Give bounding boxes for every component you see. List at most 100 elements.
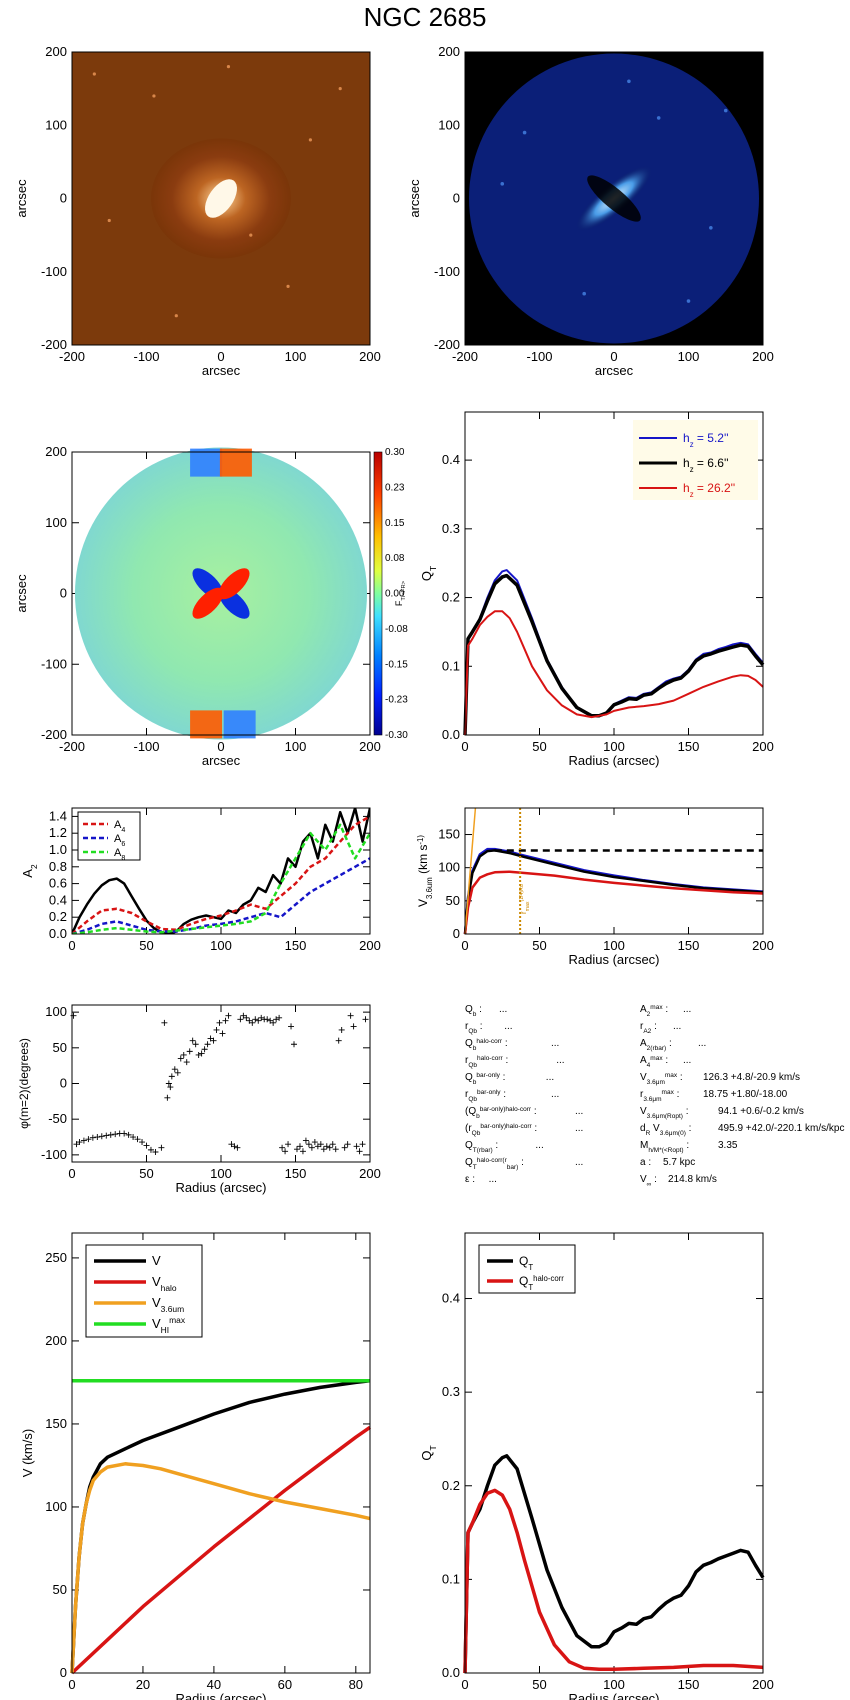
param-value: ... [499,1004,507,1015]
plot-border [71,1232,371,1674]
y-tick-label: 200 [45,444,67,459]
phase-point [143,1142,150,1149]
phase-point [285,1141,292,1148]
series-line [72,808,370,934]
phase-point [174,1069,181,1076]
star-point [723,108,728,113]
phase-point [216,1019,223,1026]
param-value: ... [698,1038,706,1049]
param-value: ... [683,1055,691,1066]
x-tick-label: 40 [207,1677,221,1692]
plot-border [71,1004,371,1163]
x-tick-label: -100 [526,349,552,364]
rise-line [464,807,477,935]
x-tick-label: 150 [285,1166,307,1181]
y-tick-label: 100 [438,117,460,132]
phase-point [192,1041,199,1048]
x-tick-label: 0 [461,739,468,754]
phase-point [338,1026,345,1033]
param-label: dR V3.6μm(0) : [640,1123,691,1137]
x-tick-label: 200 [752,938,774,953]
phase-point [103,1132,110,1139]
phase-point [344,1141,351,1148]
phase-point [249,1019,256,1026]
param-label: QT(rbar) : [465,1140,498,1154]
x-tick-label: 0 [610,349,617,364]
phase-point [335,1037,342,1044]
y-tick-label: 1.2 [49,825,67,840]
param-label: (Qbbar-only)halo-corr : [465,1106,537,1120]
legend-box [633,420,758,500]
series-line [72,857,370,934]
y-axis-label: QT [419,566,438,581]
star-point [338,87,342,91]
x-tick-label: -200 [59,349,85,364]
a2-series [72,808,370,934]
y-tick-label: 50 [446,893,460,908]
phase-point [282,1148,289,1155]
colorbar-tick-label: 0.15 [385,518,405,529]
phase-point [258,1014,265,1021]
legend-label: V3.6um [152,1295,184,1314]
phase-point [201,1046,208,1053]
y-tick-label: 0.1 [442,1571,460,1586]
x-tick-label: 60 [278,1677,292,1692]
param-label: V∞ : [640,1174,657,1188]
edge-patch [219,448,252,477]
colorbar-tick-label: -0.15 [385,659,408,670]
star-point [226,65,231,69]
phase-point [353,1143,360,1150]
x-tick-label: 100 [603,1677,625,1692]
x-axis-label: Radius (arcsec) [175,1180,266,1195]
series-line [463,870,764,935]
rmax-annotation: rmax(1/4)Rd [519,884,531,914]
plot-border [71,807,371,935]
param-value: 94.1 +0.6/-0.2 km/s [718,1106,804,1117]
phase-point [85,1136,92,1143]
y-axis-label: A2 [20,864,39,878]
phase-point [243,1014,250,1021]
page-title: NGC 2685 [363,2,487,32]
y-tick-label: -100 [434,264,460,279]
phase-point [167,1084,174,1091]
phase-point [320,1146,327,1153]
plot-border [464,1232,764,1674]
param-value: 214.8 km/s [668,1174,717,1185]
panel-qt_halo: 0 50 100 150 200 0.0 0.1 0.2 0.3 0.4 Radius (arcse… [419,1232,774,1700]
param-value: 126.3 +4.8/-20.9 km/s [703,1072,800,1083]
x-tick-label: 150 [678,739,700,754]
y-tick-label: -100 [41,1147,67,1162]
param-label: A2max : [640,1004,668,1018]
param-label: rA2 : [640,1021,657,1035]
param-label: rQb : [465,1021,483,1035]
y-tick-label: 200 [45,44,67,59]
phase-point [189,1037,196,1044]
series-line [463,1454,765,1674]
panel-force_map: -200 -100 0 100 200 -200 -100 0 100 200 arcsec arcs… [14,444,408,768]
phase-point [165,1080,172,1087]
param-label: ε : [465,1174,475,1185]
x-tick-label: 0 [217,739,224,754]
colorbar-tick-label: 0.08 [385,553,405,564]
plot-border [71,451,371,736]
x-tick-label: 50 [532,1677,546,1692]
param-value: ... [683,1004,691,1015]
y-tick-label: 0 [60,586,67,601]
colorbar-tick-label: -0.30 [385,730,408,741]
y-tick-label: 200 [45,1333,67,1348]
x-tick-label: 50 [532,739,546,754]
x-tick-label: 200 [359,938,381,953]
legend-label: hz = 5.2'' [683,431,729,449]
series-line [70,1425,372,1675]
plot-border [464,807,764,935]
param-value: 495.9 +42.0/-220.1 km/s/kpc [718,1123,844,1134]
y-tick-label: 0 [453,191,460,206]
x-axis-label: arcsec [202,363,241,378]
y-tick-label: 150 [438,827,460,842]
legend-label: hz = 6.6'' [683,456,729,474]
y-tick-label: 100 [45,1499,67,1514]
colorbar-tick-label: 0.00 [385,589,405,600]
phase-point [326,1144,333,1151]
x-tick-label: 50 [139,1166,153,1181]
phase-point [329,1141,336,1148]
